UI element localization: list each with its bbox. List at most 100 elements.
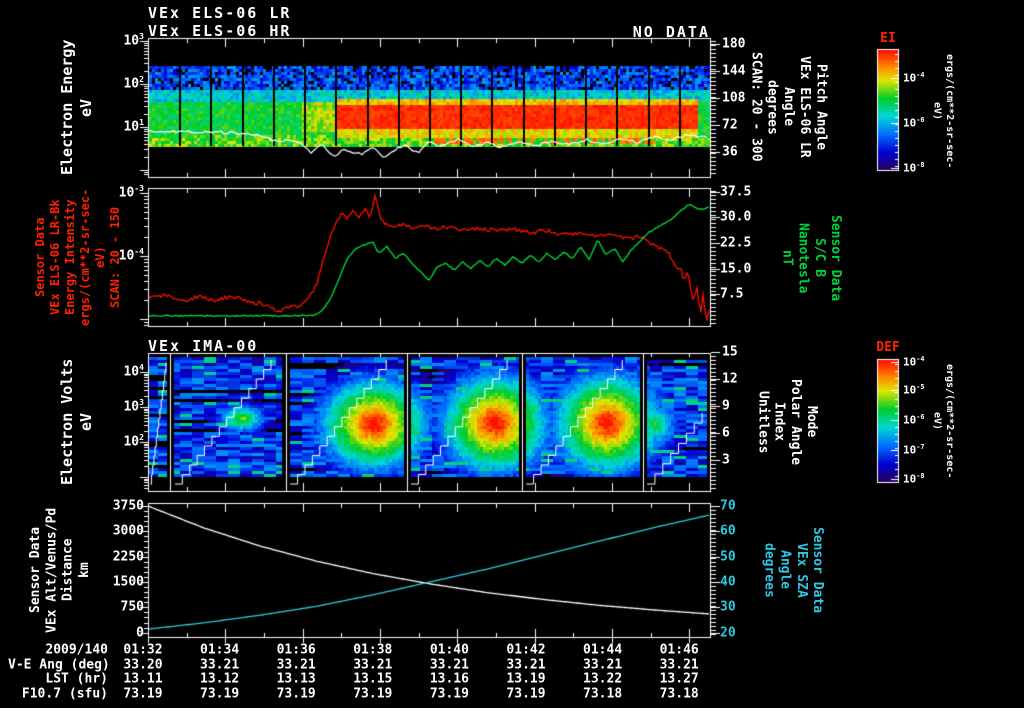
axis-tick-label: 60 (720, 523, 736, 539)
footer-row-value: 33.21 (276, 657, 316, 672)
footer-time-label: 01:40 (429, 642, 469, 658)
b-left-axis-label-line: Sensor Data (33, 217, 47, 297)
footer-row-value: 33.21 (200, 657, 240, 672)
axis-tick-label: 22.5 (720, 235, 752, 251)
axis-tick-label: 3750 (112, 498, 144, 514)
b-right-axis-label-line: Sensor Data (828, 214, 843, 302)
els-colorbar-units: ergs/(cm**2-sr-sec-eV) (930, 48, 956, 174)
axis-tick-label: 10-8 (903, 160, 925, 175)
els-colorbar-units-line: ergs/(cm**2-sr-sec-eV) (931, 53, 956, 169)
axis-tick-label: 108 (722, 90, 746, 106)
axis-tick-label: 50 (720, 549, 736, 565)
b-right-axis-label-line: Nanotesla (795, 222, 811, 294)
footer-time-label: 01:46 (659, 642, 699, 658)
els-y-axis-label-line: Electron Energy (58, 39, 76, 176)
footer-row-value: 73.19 (200, 686, 240, 701)
footer-time-label: 01:42 (506, 642, 546, 658)
axis-tick-label: 10-4 (903, 70, 925, 85)
els-right-axis-label-line: Pitch Angle (813, 63, 829, 151)
b-right-axis-label: Sensor Data S/C B Nanotesla nT (778, 190, 843, 326)
footer-row-value: 33.21 (429, 657, 469, 672)
ima-colorbar-title: DEF (876, 340, 900, 355)
axis-tick-label: 70 (720, 498, 736, 514)
b-right-axis-label-line: S/C B (811, 238, 827, 278)
axis-tick-label: 10-6 (903, 412, 925, 427)
traj-left-axis-label: Sensor Data VEx Alt/Venus/Pd Distance km (28, 503, 93, 637)
footer-row-value: 13.19 (506, 671, 546, 687)
footer-row-value: 33.21 (506, 657, 546, 672)
els-colorbar-title: EI (880, 31, 896, 46)
footer-row-value: 13.12 (200, 671, 240, 687)
els-title-lr: VEx ELS-06 LR (148, 4, 292, 22)
axis-tick-label: 6 (722, 425, 730, 441)
axis-tick-label: 20 (720, 625, 736, 641)
axis-tick-label: 30.0 (720, 209, 752, 225)
axis-tick-label: 30 (720, 599, 736, 615)
ima-y-axis-label-line: eV (76, 412, 95, 432)
axis-tick-label: 0 (136, 625, 144, 641)
ima-y-axis-label: Electron Volts eV (58, 353, 96, 491)
footer-time-label: 01:34 (200, 642, 240, 658)
axis-tick-label: 10-4 (118, 247, 144, 264)
footer-row-label: V-E Ang (deg) (8, 657, 110, 672)
traj-right-axis-label-line: Angle (777, 550, 793, 590)
axis-tick-label: 15.0 (720, 261, 752, 277)
footer-time-label: 01:36 (276, 642, 316, 658)
axis-tick-label: 104 (123, 363, 144, 380)
axis-tick-label: 3000 (112, 523, 144, 539)
footer-row-value: 73.19 (429, 686, 469, 701)
els-right-axis-label-line: Angle (780, 87, 796, 127)
axis-tick-label: 103 (123, 398, 144, 415)
footer-row-value: 33.21 (659, 657, 699, 672)
axis-tick-label: 10-4 (903, 354, 925, 369)
axis-tick-label: 10-5 (903, 382, 925, 397)
axis-tick-label: 102 (123, 433, 144, 450)
b-right-axis-label-line: nT (779, 250, 795, 266)
axis-tick-label: 10-3 (118, 184, 144, 201)
els-right-axis-label-line: SCAN: 20 - 300 (748, 52, 764, 162)
footer-row-value: 73.19 (123, 686, 163, 701)
axis-tick-label: 9 (722, 398, 730, 414)
axis-tick-label: 40 (720, 574, 736, 590)
els-y-axis-label-line: eV (76, 98, 95, 117)
traj-left-axis-label-line: km (76, 562, 92, 578)
axis-tick-label: 3 (722, 452, 730, 468)
ima-colorbar-units-line: ergs/(cm**2-sr-sec-eV) (931, 363, 956, 479)
axis-tick-label: 36 (722, 144, 738, 160)
ima-colorbar-units: ergs/(cm**2-sr-sec-eV) (930, 358, 956, 484)
axis-tick-label: 10-6 (903, 115, 925, 130)
footer-date-label: 2009/140 (45, 642, 108, 658)
ima-right-axis-label-line: Index (771, 402, 787, 442)
footer-row-value: 73.19 (353, 686, 393, 701)
footer-row-label: F10.7 (sfu) (21, 686, 108, 701)
footer-row-value: 73.18 (659, 686, 699, 701)
footer-row-value: 13.27 (659, 671, 699, 687)
axis-tick-label: 103 (123, 32, 144, 49)
footer-row-value: 13.15 (353, 671, 393, 687)
els-title-hr: VEx ELS-06 HR (148, 22, 292, 40)
footer-row-value: 13.11 (123, 671, 163, 687)
footer-row-value: 33.21 (583, 657, 623, 672)
footer-time-label: 01:38 (353, 642, 393, 658)
traj-right-axis-label-line: degrees (761, 542, 777, 598)
axis-tick-label: 1500 (112, 574, 144, 590)
footer-row-value: 13.22 (583, 671, 623, 687)
traj-right-axis-label: Sensor Data VEx SZA Angle degrees (760, 505, 825, 635)
ima-right-axis-label-line: Polar Angle (787, 378, 803, 466)
axis-tick-label: 72 (722, 117, 738, 133)
no-data-label: NO DATA (632, 23, 710, 41)
axis-tick-label: 750 (120, 599, 144, 615)
footer-row-value: 33.21 (353, 657, 393, 672)
traj-left-axis-label-line: VEx Alt/Venus/Pd (44, 507, 60, 633)
axis-tick-label: 101 (123, 118, 144, 135)
b-left-axis-label-line: VEx ELS-06 LR-Bk (48, 199, 62, 315)
footer-row-value: 73.19 (276, 686, 316, 701)
footer-row-value: 13.13 (276, 671, 316, 687)
axis-tick-label: 7.5 (720, 286, 744, 302)
axis-tick-label: 102 (123, 75, 144, 92)
els-right-axis-label-line: degrees (764, 79, 780, 135)
traj-right-axis-label-line: VEx SZA (793, 542, 809, 598)
els-right-axis-label: Pitch Angle VEx ELS-06 LR Angle degrees … (747, 30, 828, 184)
